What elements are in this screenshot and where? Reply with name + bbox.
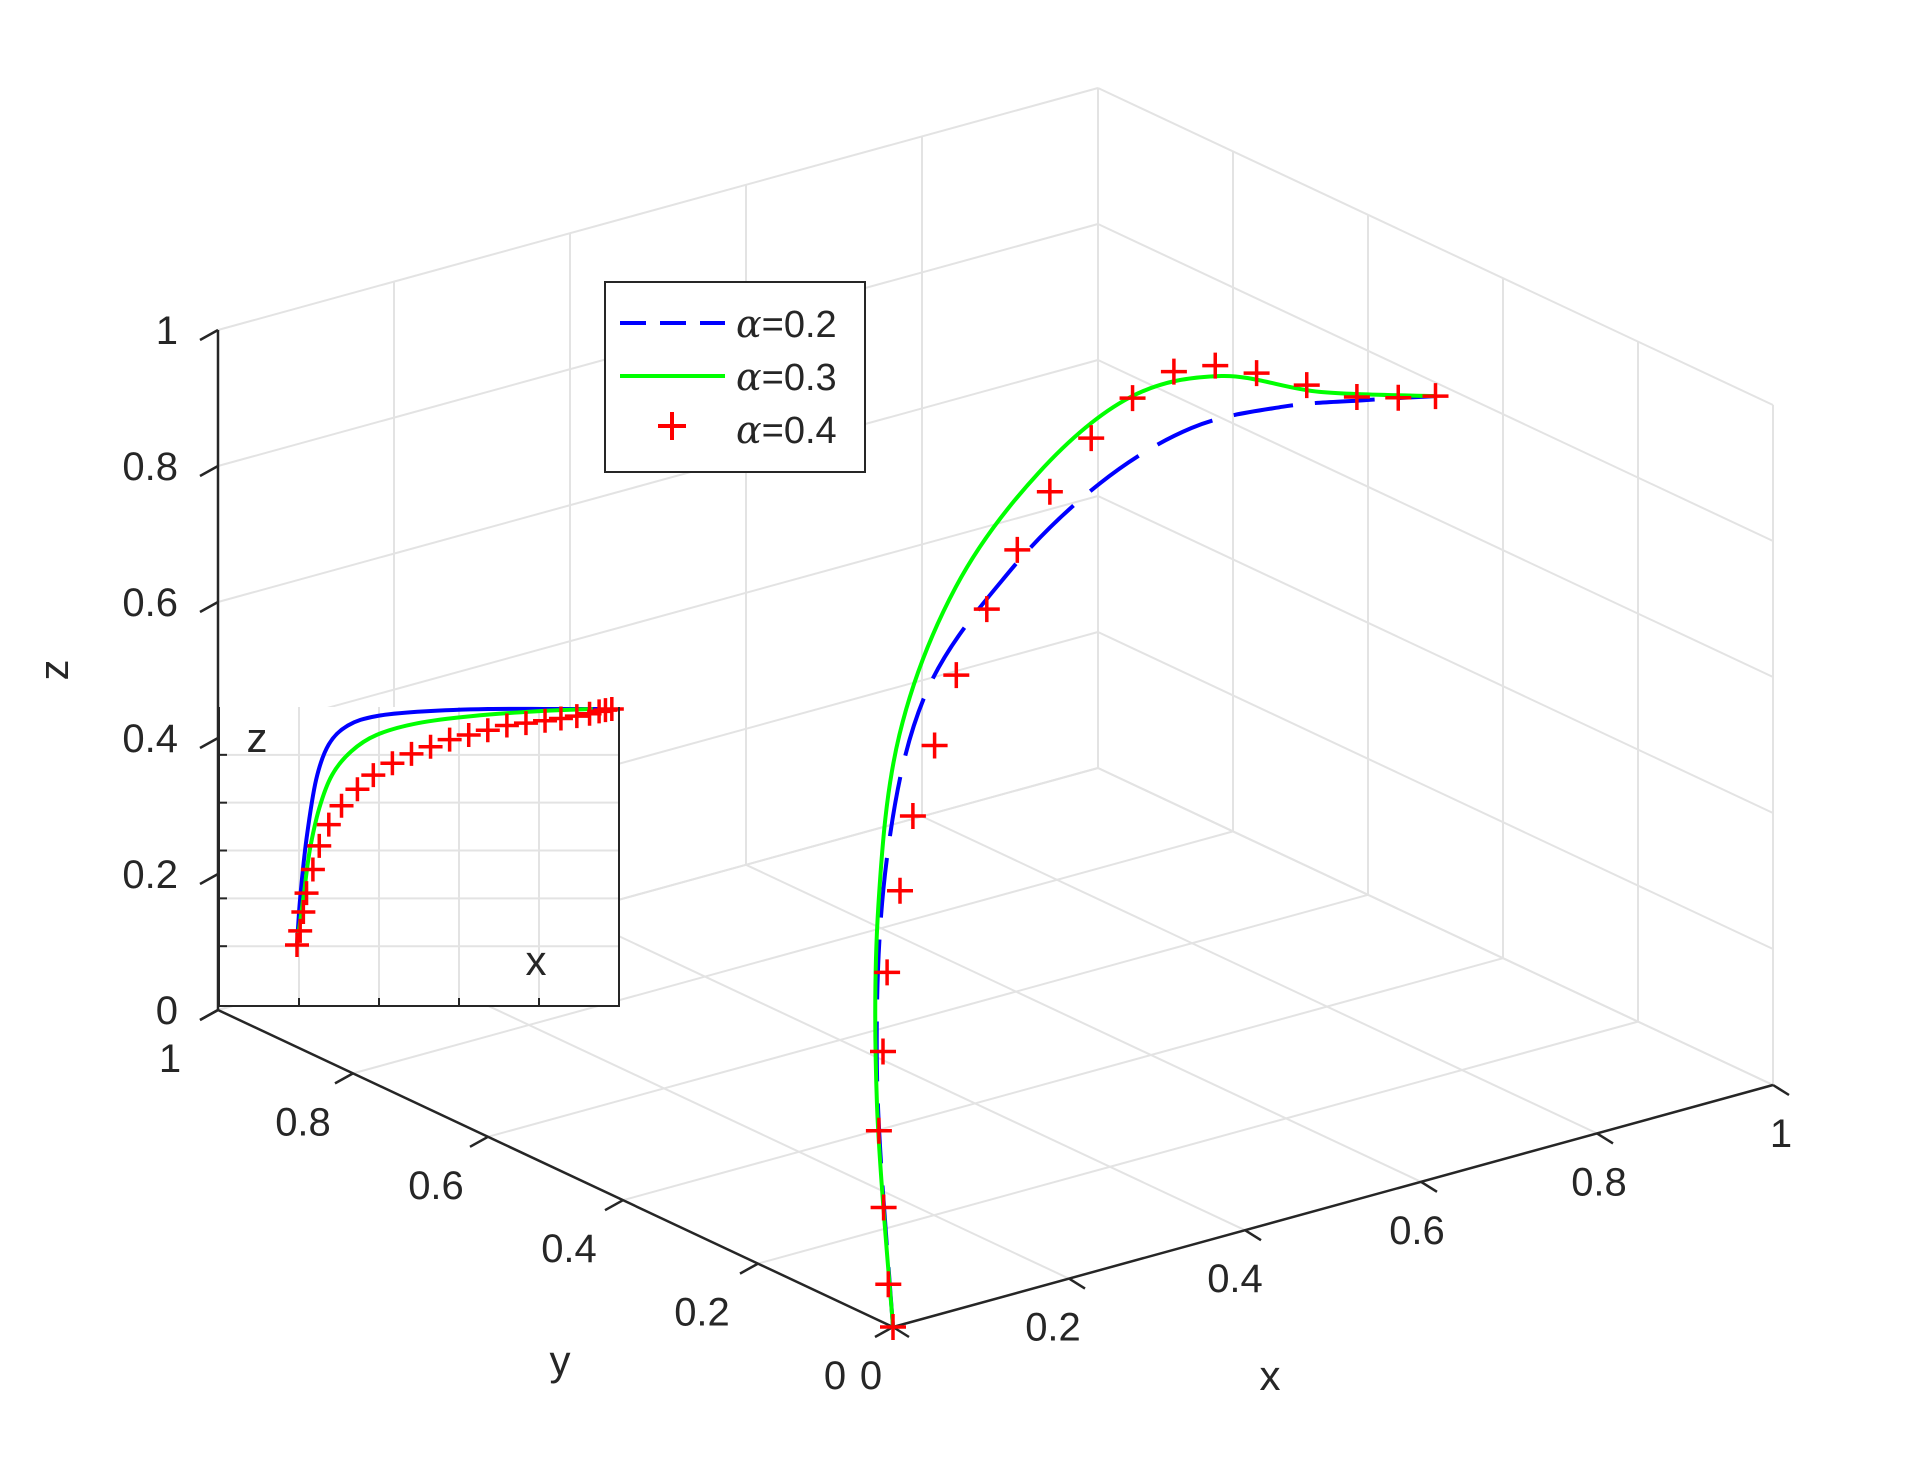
inset-chart: z x: [219, 697, 624, 1006]
y-tick-label: 0.2: [674, 1291, 730, 1335]
y-axis-label: y: [550, 1337, 571, 1384]
y-tick-label: 0.4: [541, 1227, 597, 1271]
y-tick-label: 0.6: [408, 1164, 464, 1208]
figure-3d-chart: 00.20.40.60.8100.20.40.60.8100.20.40.60.…: [0, 0, 1931, 1459]
x-tick-label: 0: [860, 1354, 882, 1398]
legend: α=0.2 α=0.3 α=0.4: [605, 282, 865, 472]
y-tick-label: 0.8: [275, 1100, 331, 1144]
x-tick-label: 0.4: [1207, 1257, 1263, 1301]
x-tick-label: 0.8: [1571, 1160, 1627, 1204]
x-tick-label: 0.6: [1389, 1209, 1445, 1253]
x-tick-label: 0.2: [1025, 1306, 1081, 1350]
y-tick-label: 0: [824, 1354, 846, 1398]
z-tick-label: 0.4: [122, 717, 178, 761]
legend-label-alpha-03: α=0.3: [736, 355, 837, 399]
x-axis-label: x: [1260, 1352, 1281, 1399]
inset-z-label: z: [247, 714, 268, 761]
z-tick-label: 0: [156, 989, 178, 1033]
x-tick-label: 1: [1770, 1112, 1792, 1156]
inset-x-label: x: [526, 937, 547, 984]
legend-label-alpha-04: α=0.4: [736, 408, 837, 452]
z-tick-label: 1: [156, 309, 178, 353]
inset-background: [219, 707, 619, 1006]
z-tick-label: 0.2: [122, 853, 178, 897]
y-tick-label: 1: [159, 1037, 181, 1081]
z-tick-label: 0.6: [122, 581, 178, 625]
legend-label-alpha-02: α=0.2: [736, 302, 837, 346]
z-axis-label: z: [30, 660, 77, 681]
z-tick-label: 0.8: [122, 445, 178, 489]
